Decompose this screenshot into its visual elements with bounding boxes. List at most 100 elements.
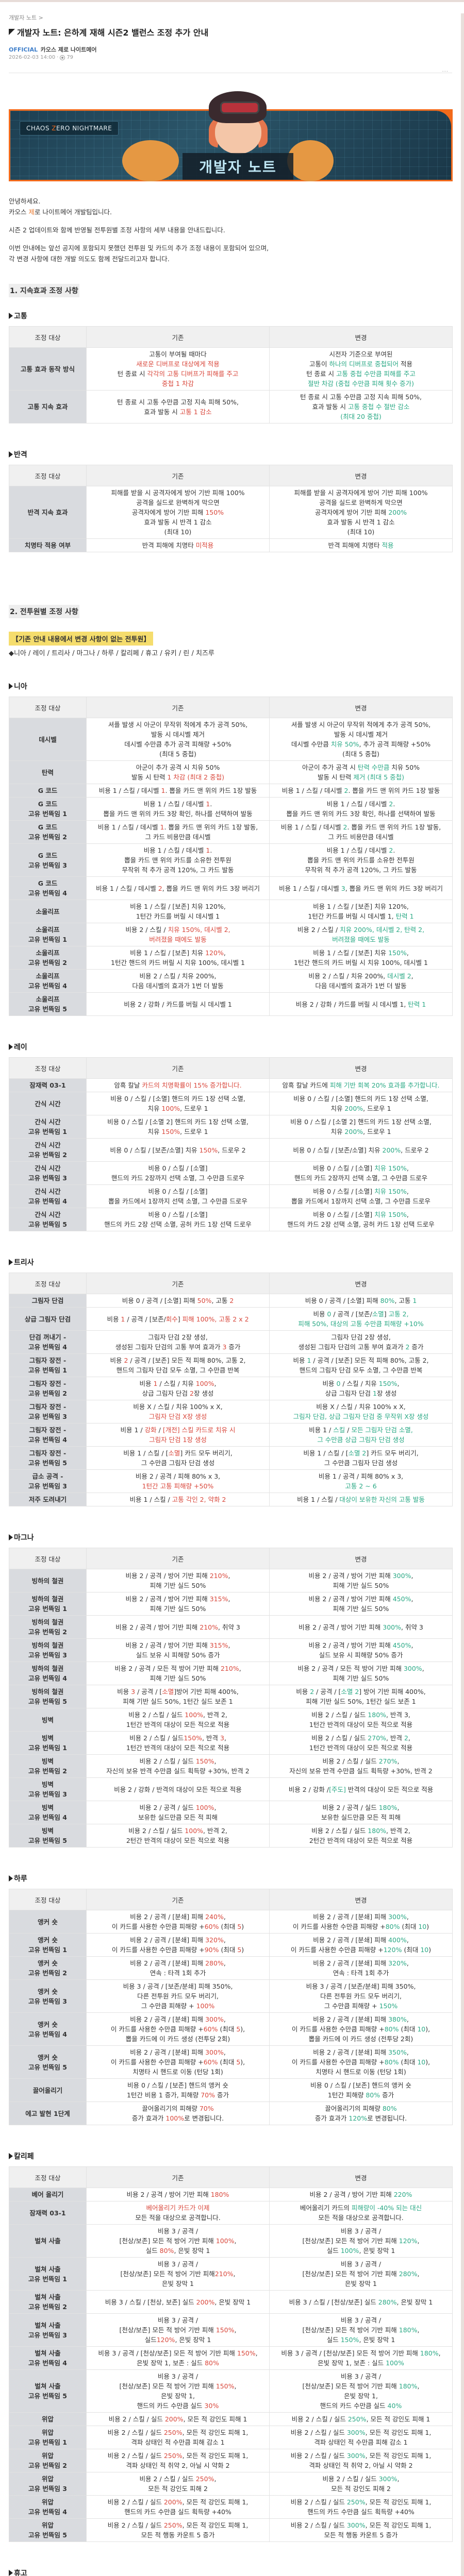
adjust-target: 그림자 장전 - 고유 번뜩임 5: [9, 1446, 87, 1470]
before-value: 비용 0 / 스킬 / [소멸] 핸드의 카드 2장까지 선택 소멸, 그 수만큼…: [86, 1161, 270, 1185]
adjust-target: 앵커 숏 고유 번뜩임 3: [9, 1979, 87, 2013]
before-value: 비용 2 / 공격 / [분쇄] 피해 300%, 이 카드를 사용한 수만큼 피…: [86, 2012, 270, 2046]
table-row: 빙하의 철권 고유 번뜩임 5 비용 3 / 공격 / [소멸]방어 기반 피해 4…: [9, 1685, 453, 1708]
adjust-target: G 코드 고유 번뜩임 3: [9, 843, 87, 877]
table-row: 상급 그림자 단검 비용 1 / 공격 / [보존/회수] 피해 100%, 고통…: [9, 1307, 453, 1331]
after-value: 비용 0 / 스킬 / [소멸] 치유 150%, 핸드의 카드 2장 선택 소멸…: [269, 1208, 453, 1231]
column-header-before: 기존: [86, 326, 270, 348]
after-value: 비용 2 / 공격 / 모든 적 방어 기반 피해 300%, 피해 기반 실드 …: [269, 1662, 453, 1685]
adjust-target: G 코드: [9, 784, 87, 798]
adjust-target: 상급 그림자 단검: [9, 1307, 87, 1331]
column-header-target: 조정 대상: [9, 697, 87, 718]
after-value: 비용 2 / 공격 / [분쇄] 피해 380%, 이 카드를 사용한 수만큼 피…: [269, 2012, 453, 2046]
adjust-target: 빙벽 고유 번뜩임 2: [9, 1754, 87, 1778]
column-header-target: 조정 대상: [9, 326, 87, 348]
before-value: 비용 3 / 공격 / [천상/보존] 모든 적 방어 기반 피해210%, 은빛 …: [86, 2257, 270, 2291]
triangle-bullet-icon: [9, 313, 13, 319]
section2-tables: 니아 조정 대상 기존 변경 데시벨 셔플 발생 시 아군이 무작위 적에게 추가 공격 …: [9, 681, 453, 2576]
table-row: 벌쳐 사출 고유 번뜩임 2 비용 3 / 스킬 / [천상, 보존] 실드 200…: [9, 2290, 453, 2314]
table-row: 벌쳐 사출 비용 3 / 공격 / [천상/보존] 모든 적 방어 기반 피해 10…: [9, 2224, 453, 2258]
dev-note-banner: CHAOS ZERO NIGHTMARE 개발자 노트: [9, 91, 453, 181]
balance-table: 조정 대상 기존 변경 데시벨 셔플 발생 시 아군이 무작위 적에게 추가 공격 50…: [9, 697, 453, 1016]
adjust-target: 빙벽 고유 번뜩임 3: [9, 1777, 87, 1801]
balance-table: 조정 대상 기존 변경 고통 효과 동작 방식 고통이 부여될 때마다 새로운 디버프로 …: [9, 326, 453, 423]
after-value: 비용 1 / 스킬 / [보존] 치유 120%, 1턴간 카드를 버릴 시 데시…: [269, 900, 453, 923]
adjust-target: 간식 시간 고유 번뜩임 2: [9, 1138, 87, 1162]
post-date: 2026-02-03 14:00: [9, 55, 56, 60]
before-value: 비용 1 / 스킬 / 치유 100%, 상급 그림자 단검 2장 생성: [86, 1377, 270, 1400]
adjust-target: 단검 꺼내기 - 고유 번뜩임 4: [9, 1330, 87, 1354]
section1-tables: 고통 조정 대상 기존 변경 고통 효과 동작 방식 고통이 부여될 때마다 새로운 디버프…: [9, 311, 453, 565]
table-row: 그림자 장전 - 고유 번뜩임 5 비용 1 / 스킬 / [소멸] 카드 모두 버…: [9, 1446, 453, 1470]
column-header-after: 변경: [269, 1548, 453, 1569]
after-value: 셔플 발생 시 아군이 무작위 적에게 추가 공격 50%, 발동 시 데시벨 제…: [269, 718, 453, 761]
after-value: 비용 0 / 스킬 / [소멸] 핸드의 카드 1장 선택 소멸, 치유 200%…: [269, 1092, 453, 1115]
adjust-target: 위압 고유 번뜩임 3: [9, 2472, 87, 2496]
scrollbar-track[interactable]: [461, 13, 464, 2576]
adjust-target: 빙벽: [9, 1708, 87, 1732]
after-value: 비용 1 / 스킬 / 데시벨 2. 뽑을 카드 맨 위의 카드를 소유한 전투원…: [269, 843, 453, 877]
table-row: 빙벽 비용 2 / 스킬 / 실드 100%, 반격 2, 1턴간 반격의 대상이 …: [9, 1708, 453, 1732]
intro-paragraph-2: 이번 안내에는 앞선 공지에 포함되지 못했던 전투원 및 카드의 추가 조정 …: [9, 244, 269, 263]
top-edge: [0, 0, 464, 2]
after-value: 피해를 받을 시 공격자에게 방어 기반 피해 100% 공격을 실드로 완벽하게…: [269, 486, 453, 539]
more-options-button[interactable]: ···: [442, 69, 449, 75]
table-row: 저주 도려내기 비용 1 / 스킬 / 고통 각인 2, 약화 2 비용 1 / 스…: [9, 1493, 453, 1506]
before-value: 비용 0 / 스킬 / [소멸 2] 핸드의 카드 1장 선택 소멸, 치유 15…: [86, 1115, 270, 1139]
after-value: 비용 2 / 스킬 / 실드 270%, 자신의 보유 반격 수만큼 실드 획득량…: [269, 1754, 453, 1778]
after-value: 비용 1 / 스킬 / 데시벨 2. 뽑을 카드 맨 위의 카드 1장 발동: [269, 784, 453, 798]
triangle-bullet-icon: [9, 1044, 13, 1050]
triangle-bullet-icon: [9, 2153, 13, 2159]
table-row: 간식 시간 고유 번뜩임 3 비용 0 / 스킬 / [소멸] 핸드의 카드 2장까지…: [9, 1161, 453, 1185]
author-name[interactable]: 카오스 제로 나이트메어: [40, 46, 97, 53]
table-row: 위압 비용 2 / 스킬 / 실드 200%, 모든 적 강인도 피해 1 비용 2…: [9, 2412, 453, 2426]
table-row: 앵커 숏 고유 번뜩임 3 비용 3 / 공격 / [보존/분쇄] 피해 350%,…: [9, 1979, 453, 2013]
before-value: 턴 종료 시 고통 수만큼 고정 지속 피해 50%, 효과 발동 시 고통 1 …: [86, 390, 270, 423]
official-badge: OFFICIAL: [9, 46, 38, 53]
breadcrumb[interactable]: 개발자 노트 >: [9, 14, 43, 21]
column-header-target: 조정 대상: [9, 465, 87, 486]
adjust-target: 그림자 단검: [9, 1294, 87, 1308]
before-value: 비용 2 / 스킬 / 실드 250%, 모든 적 강인도 피해 1, 격파 상태…: [86, 2426, 270, 2449]
after-value: 비용 2 / 스킬 / 실드 250%, 모든 적 강인도 피해 1: [269, 2412, 453, 2426]
view-count: 79: [67, 55, 74, 60]
after-value: 비용 X / 스킬 / 치유 100% x X, 그림자 단검, 상급 그림자 단…: [269, 1400, 453, 1423]
column-header-before: 기존: [86, 2166, 270, 2188]
table-row: G 코드 고유 번뜩임 4 비용 1 / 스킬 / 데시벨 2, 뽑을 카드 맨 위…: [9, 876, 453, 900]
after-value: 비용 2 / 스킬 / 치유 200%, 데시벨 2, 다음 데시벨의 효과가 1…: [269, 969, 453, 993]
adjust-target: 에고 발현 1단계: [9, 2102, 87, 2125]
table-row: G 코드 고유 번뜩임 1 비용 1 / 스킬 / 데시벨 1. 뽑을 카드 맨 위의…: [9, 797, 453, 821]
after-value: 비용 3 / 공격 / [천상/보존] 모든 적 방어 기반 피해 180%, 실드…: [269, 2313, 453, 2347]
table-row: 간식 시간 고유 번뜩임 2 비용 0 / 스킬 / [보존/소멸] 치유 150%…: [9, 1138, 453, 1162]
after-value: 비용 0 / 스킬 / 치유 150%, 상급 그림자 단검 1장 생성: [269, 1377, 453, 1400]
table-row: 간식 시간 고유 번뜩임 4 비용 0 / 스킬 / [소멸] 뽑을 카드에서 1장까…: [9, 1184, 453, 1208]
adjust-target: 벌쳐 사출 고유 번뜩임 4: [9, 2346, 87, 2370]
section-heading-2: 2. 전투원별 조정 사항: [9, 605, 79, 618]
table-row: 에고 발현 1단계 끌어올리기의 피해량 70% 증가 효과가 100%로 변경됩니…: [9, 2102, 453, 2125]
adjust-target: 빙벽 고유 번뜩임 1: [9, 1731, 87, 1755]
table-row: 잠재력 03-1 암흑 칼날 카드의 치명확률이 15% 증가합니다. 암흑 칼날 …: [9, 1078, 453, 1092]
adjust-target: 벌쳐 사출 고유 번뜩임 3: [9, 2313, 87, 2347]
after-value: 비용 3 / 공격 / [천상/보존] 모든 적 방어 기반 피해 180%, 은빛…: [269, 2369, 453, 2413]
after-value: 비용 2 / 강화 /[주도] 반격의 대상이 모든 적으로 적용: [269, 1777, 453, 1801]
balance-table: 조정 대상 기존 변경 잠재력 03-1 암흑 칼날 카드의 치명확률이 15% 증가합…: [9, 1057, 453, 1231]
adjust-target: 앵커 숏 고유 번뜩임 1: [9, 1933, 87, 1957]
after-value: 비용 1 / 스킬 / [보존] 치유 150%, 1턴간 핸드의 카드 버릴 시…: [269, 946, 453, 970]
table-row: 앵커 숏 고유 번뜩임 4 비용 2 / 공격 / [분쇄] 피해 300%, 이 카…: [9, 2012, 453, 2046]
subsection-heading: 반격: [9, 449, 452, 460]
subsection-heading: 마그나: [9, 1532, 452, 1543]
after-value: 비용 2 / 스킬 / 실드 300%, 모든 적 강인도 피해 2: [269, 2472, 453, 2496]
table-row: 간식 시간 고유 번뜩임 1 비용 0 / 스킬 / [소멸 2] 핸드의 카드 1…: [9, 1115, 453, 1139]
adjust-target: 데시벨: [9, 718, 87, 761]
balance-table: 조정 대상 기존 변경 베어 올리기 비용 2 / 공격 / 방어 기반 피해 180%…: [9, 2166, 453, 2542]
table-row: 그림자 장전 - 고유 번뜩임 1 비용 2 / 공격 / [보존] 모든 적 피해…: [9, 1353, 453, 1377]
balance-table: 조정 대상 기존 변경 그림자 단검 비용 0 / 공격 / [소멸] 피해 50%, …: [9, 1273, 453, 1506]
column-header-target: 조정 대상: [9, 1889, 87, 1910]
adjust-target: 간식 시간 고유 번뜩임 5: [9, 1208, 87, 1231]
page-title-text: 개발자 노트: 은하계 재해 시즌2 밸런스 조정 추가 안내: [17, 28, 209, 38]
table-row: 벌쳐 사출 고유 번뜩임 4 비용 3 / 공격 / [천상/보존] 모든 적 방어…: [9, 2346, 453, 2370]
table-row: 빙벽 고유 번뜩임 3 비용 2 / 강화 / 반격의 대상이 모든 적으로 적용 비…: [9, 1777, 453, 1801]
subsection-heading: 트리사: [9, 1257, 452, 1267]
before-value: 비용 1 / 공격 / [보존/회수] 피해 100%, 고통 2 x 2: [86, 1307, 270, 1331]
table-row: 빙하의 철권 고유 번뜩임 3 비용 2 / 공격 / 방어 기반 피해 315%,…: [9, 1638, 453, 1662]
